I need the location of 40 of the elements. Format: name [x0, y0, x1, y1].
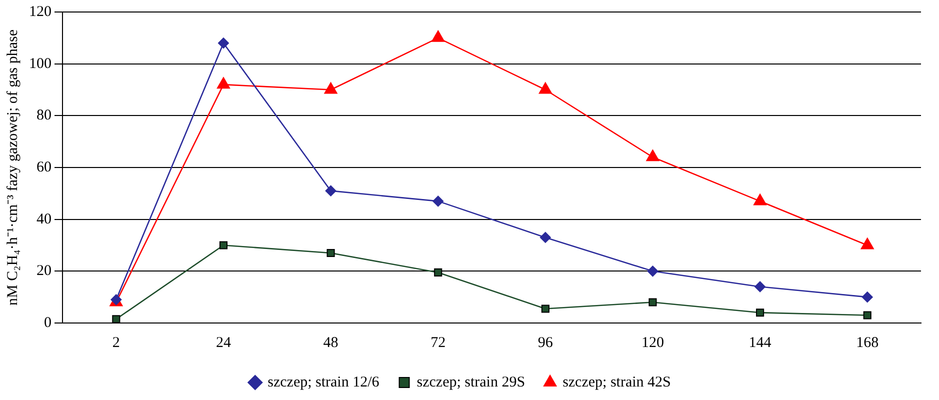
legend-label: szczep; strain 42S	[562, 374, 671, 390]
point	[541, 304, 550, 313]
y-tick-label: 60	[36, 159, 52, 176]
point	[648, 298, 657, 306]
point	[863, 311, 872, 320]
point	[862, 292, 873, 303]
x-tick-label: 24	[216, 334, 232, 351]
legend-label: szczep; strain 29S	[416, 374, 526, 390]
y-tick-label: 40	[36, 211, 52, 228]
point	[219, 241, 228, 250]
x-tick-label: 144	[748, 334, 772, 351]
x-tick-label: 2	[112, 334, 120, 351]
point	[540, 232, 551, 243]
legend-label: szczep; strain 12/6	[268, 374, 380, 390]
x-tick-label: 168	[856, 334, 879, 351]
x-tick-label: 72	[430, 334, 446, 351]
point	[860, 238, 874, 250]
x-tick-label: 96	[538, 334, 554, 351]
point	[432, 30, 445, 42]
point	[756, 308, 764, 317]
point	[112, 315, 120, 323]
point	[754, 281, 766, 292]
point	[325, 185, 336, 196]
point	[324, 82, 338, 94]
x-tick-label: 48	[323, 334, 338, 351]
point	[753, 194, 767, 206]
point	[326, 248, 335, 258]
point	[646, 150, 660, 162]
y-tick-label: 80	[36, 108, 52, 124]
y-tick-label: 100	[29, 56, 52, 72]
y-tick-label: 0	[44, 314, 52, 331]
point	[432, 196, 444, 207]
y-tick-label: 20	[36, 263, 52, 280]
point	[216, 77, 230, 89]
y-axis-title: nM C₂H₄·h⁻¹·cm⁻³ fazy gazowej; of gas phase	[4, 29, 21, 306]
point	[434, 268, 442, 276]
x-tick-label: 120	[641, 334, 664, 351]
point	[538, 82, 552, 94]
point	[647, 266, 658, 277]
y-tick-label: 120	[29, 4, 52, 20]
